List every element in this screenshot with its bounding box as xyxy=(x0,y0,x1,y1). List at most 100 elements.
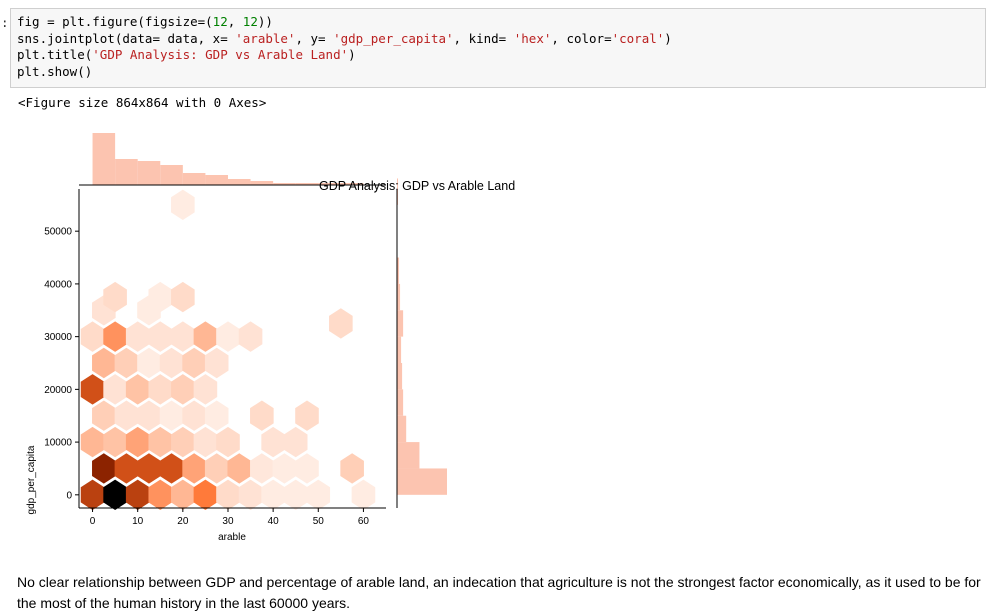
code-line: sns.jointplot(data= data, x= 'arable', y… xyxy=(17,31,985,48)
y-tick-label: 30000 xyxy=(44,332,72,343)
y-tick-label: 50000 xyxy=(44,227,72,238)
hexbin xyxy=(125,374,150,405)
hexbin xyxy=(103,374,127,405)
hexbin xyxy=(340,453,364,484)
y-marginal-bar xyxy=(397,415,407,443)
hexbin xyxy=(125,426,150,458)
x-marginal-bar xyxy=(115,159,138,185)
hexbin xyxy=(193,479,218,511)
hexbin xyxy=(272,453,297,484)
hexbin xyxy=(171,374,195,405)
hexbin xyxy=(306,479,331,511)
y-marginal-histogram xyxy=(396,178,447,508)
hexbin xyxy=(125,479,150,511)
code-cell[interactable]: fig = plt.figure(figsize=(12, 12)) sns.jo… xyxy=(10,8,986,88)
hexbin xyxy=(182,453,206,484)
hexbin xyxy=(171,189,195,221)
x-marginal-bar xyxy=(295,183,319,185)
y-tick-label: 40000 xyxy=(44,279,72,290)
hexbin xyxy=(204,347,229,379)
hexbin xyxy=(159,400,184,431)
x-marginal-bar xyxy=(273,183,296,185)
hexbin xyxy=(103,479,127,511)
hexbin xyxy=(92,400,116,431)
hexbin xyxy=(137,400,161,431)
code-token: 12 xyxy=(212,14,228,29)
hexbin xyxy=(216,426,240,458)
y-marginal-bar xyxy=(397,310,404,337)
hexbin xyxy=(216,321,240,352)
y-marginal-bar xyxy=(397,336,402,363)
code-token: 'arable' xyxy=(235,30,296,46)
x-marginal-bar xyxy=(182,173,206,185)
y-tick-label: 0 xyxy=(66,490,72,501)
hexbin xyxy=(114,400,139,431)
hexbin xyxy=(351,479,376,511)
hexbin xyxy=(92,453,116,484)
hexbin xyxy=(295,400,319,431)
y-marginal-bar xyxy=(397,257,400,284)
markdown-conclusion: No clear relationship between GDP and pe… xyxy=(17,574,981,611)
hexbin xyxy=(204,400,229,431)
x-marginal-bar xyxy=(92,133,116,185)
code-token: plt.show() xyxy=(17,63,93,79)
hexbin xyxy=(103,281,127,313)
hexbin xyxy=(159,347,184,379)
x-tick-label: 50 xyxy=(313,516,325,527)
hexbin xyxy=(227,453,252,484)
code-token: 12 xyxy=(242,14,258,29)
x-marginal-bar xyxy=(340,183,364,185)
x-tick-label: 20 xyxy=(177,516,189,527)
x-tick-label: 30 xyxy=(222,516,234,527)
hexbin xyxy=(193,374,218,405)
x-marginal-bar xyxy=(250,181,274,185)
code-token: 'GDP Analysis: GDP vs Arable Land' xyxy=(92,47,349,63)
y-marginal-bar xyxy=(397,178,399,205)
x-tick-label: 60 xyxy=(358,516,370,527)
x-marginal-bar xyxy=(318,183,341,185)
code-token: , kind= xyxy=(453,30,514,46)
x-marginal-histogram xyxy=(79,133,386,186)
x-axis-label: arable xyxy=(218,532,246,543)
code-token: sns.jointplot(data= data, x= xyxy=(17,30,236,46)
y-marginal-bar xyxy=(397,468,447,495)
hexbin xyxy=(193,426,218,458)
x-tick-label: 10 xyxy=(132,516,144,527)
y-marginal-bar xyxy=(397,363,403,390)
hexbin xyxy=(148,479,173,511)
code-token: 'coral' xyxy=(611,30,665,46)
hexbin xyxy=(283,479,308,511)
cell-prompt: : xyxy=(1,15,9,30)
hexbin xyxy=(80,479,105,511)
x-marginal-bar xyxy=(137,161,161,185)
code-line: fig = plt.figure(figsize=(12, 12)) xyxy=(17,14,985,31)
hexbin xyxy=(171,479,195,511)
hexbin xyxy=(250,400,274,431)
hexbin xyxy=(148,321,173,352)
x-marginal-bar xyxy=(160,165,183,185)
hexbin xyxy=(216,479,240,511)
hexbin xyxy=(148,426,173,458)
hexbin xyxy=(148,374,173,405)
hexbin xyxy=(283,426,308,458)
hexbin xyxy=(148,281,173,313)
code-token: , y= xyxy=(295,30,334,46)
hexbin xyxy=(171,426,195,458)
hexbin xyxy=(182,400,206,431)
hexbin xyxy=(261,479,285,511)
hexbin xyxy=(171,281,195,313)
code-token: )) xyxy=(257,14,273,29)
hexbin xyxy=(137,453,161,484)
hexbin xyxy=(80,426,105,458)
x-marginal-bar xyxy=(205,175,228,185)
hexbin-plot xyxy=(80,189,376,511)
hexbin xyxy=(103,426,127,458)
hexbin xyxy=(204,453,229,484)
hexbin xyxy=(80,374,105,405)
hexbin xyxy=(103,321,127,352)
hexbin xyxy=(295,453,319,484)
hexbin xyxy=(238,479,263,511)
hexbin xyxy=(238,321,263,352)
plot-axes: 0 10 20 30 40 50 60 0 10000 20000 30000 40000 50000 xyxy=(44,189,386,527)
code-token: ) xyxy=(348,47,356,63)
